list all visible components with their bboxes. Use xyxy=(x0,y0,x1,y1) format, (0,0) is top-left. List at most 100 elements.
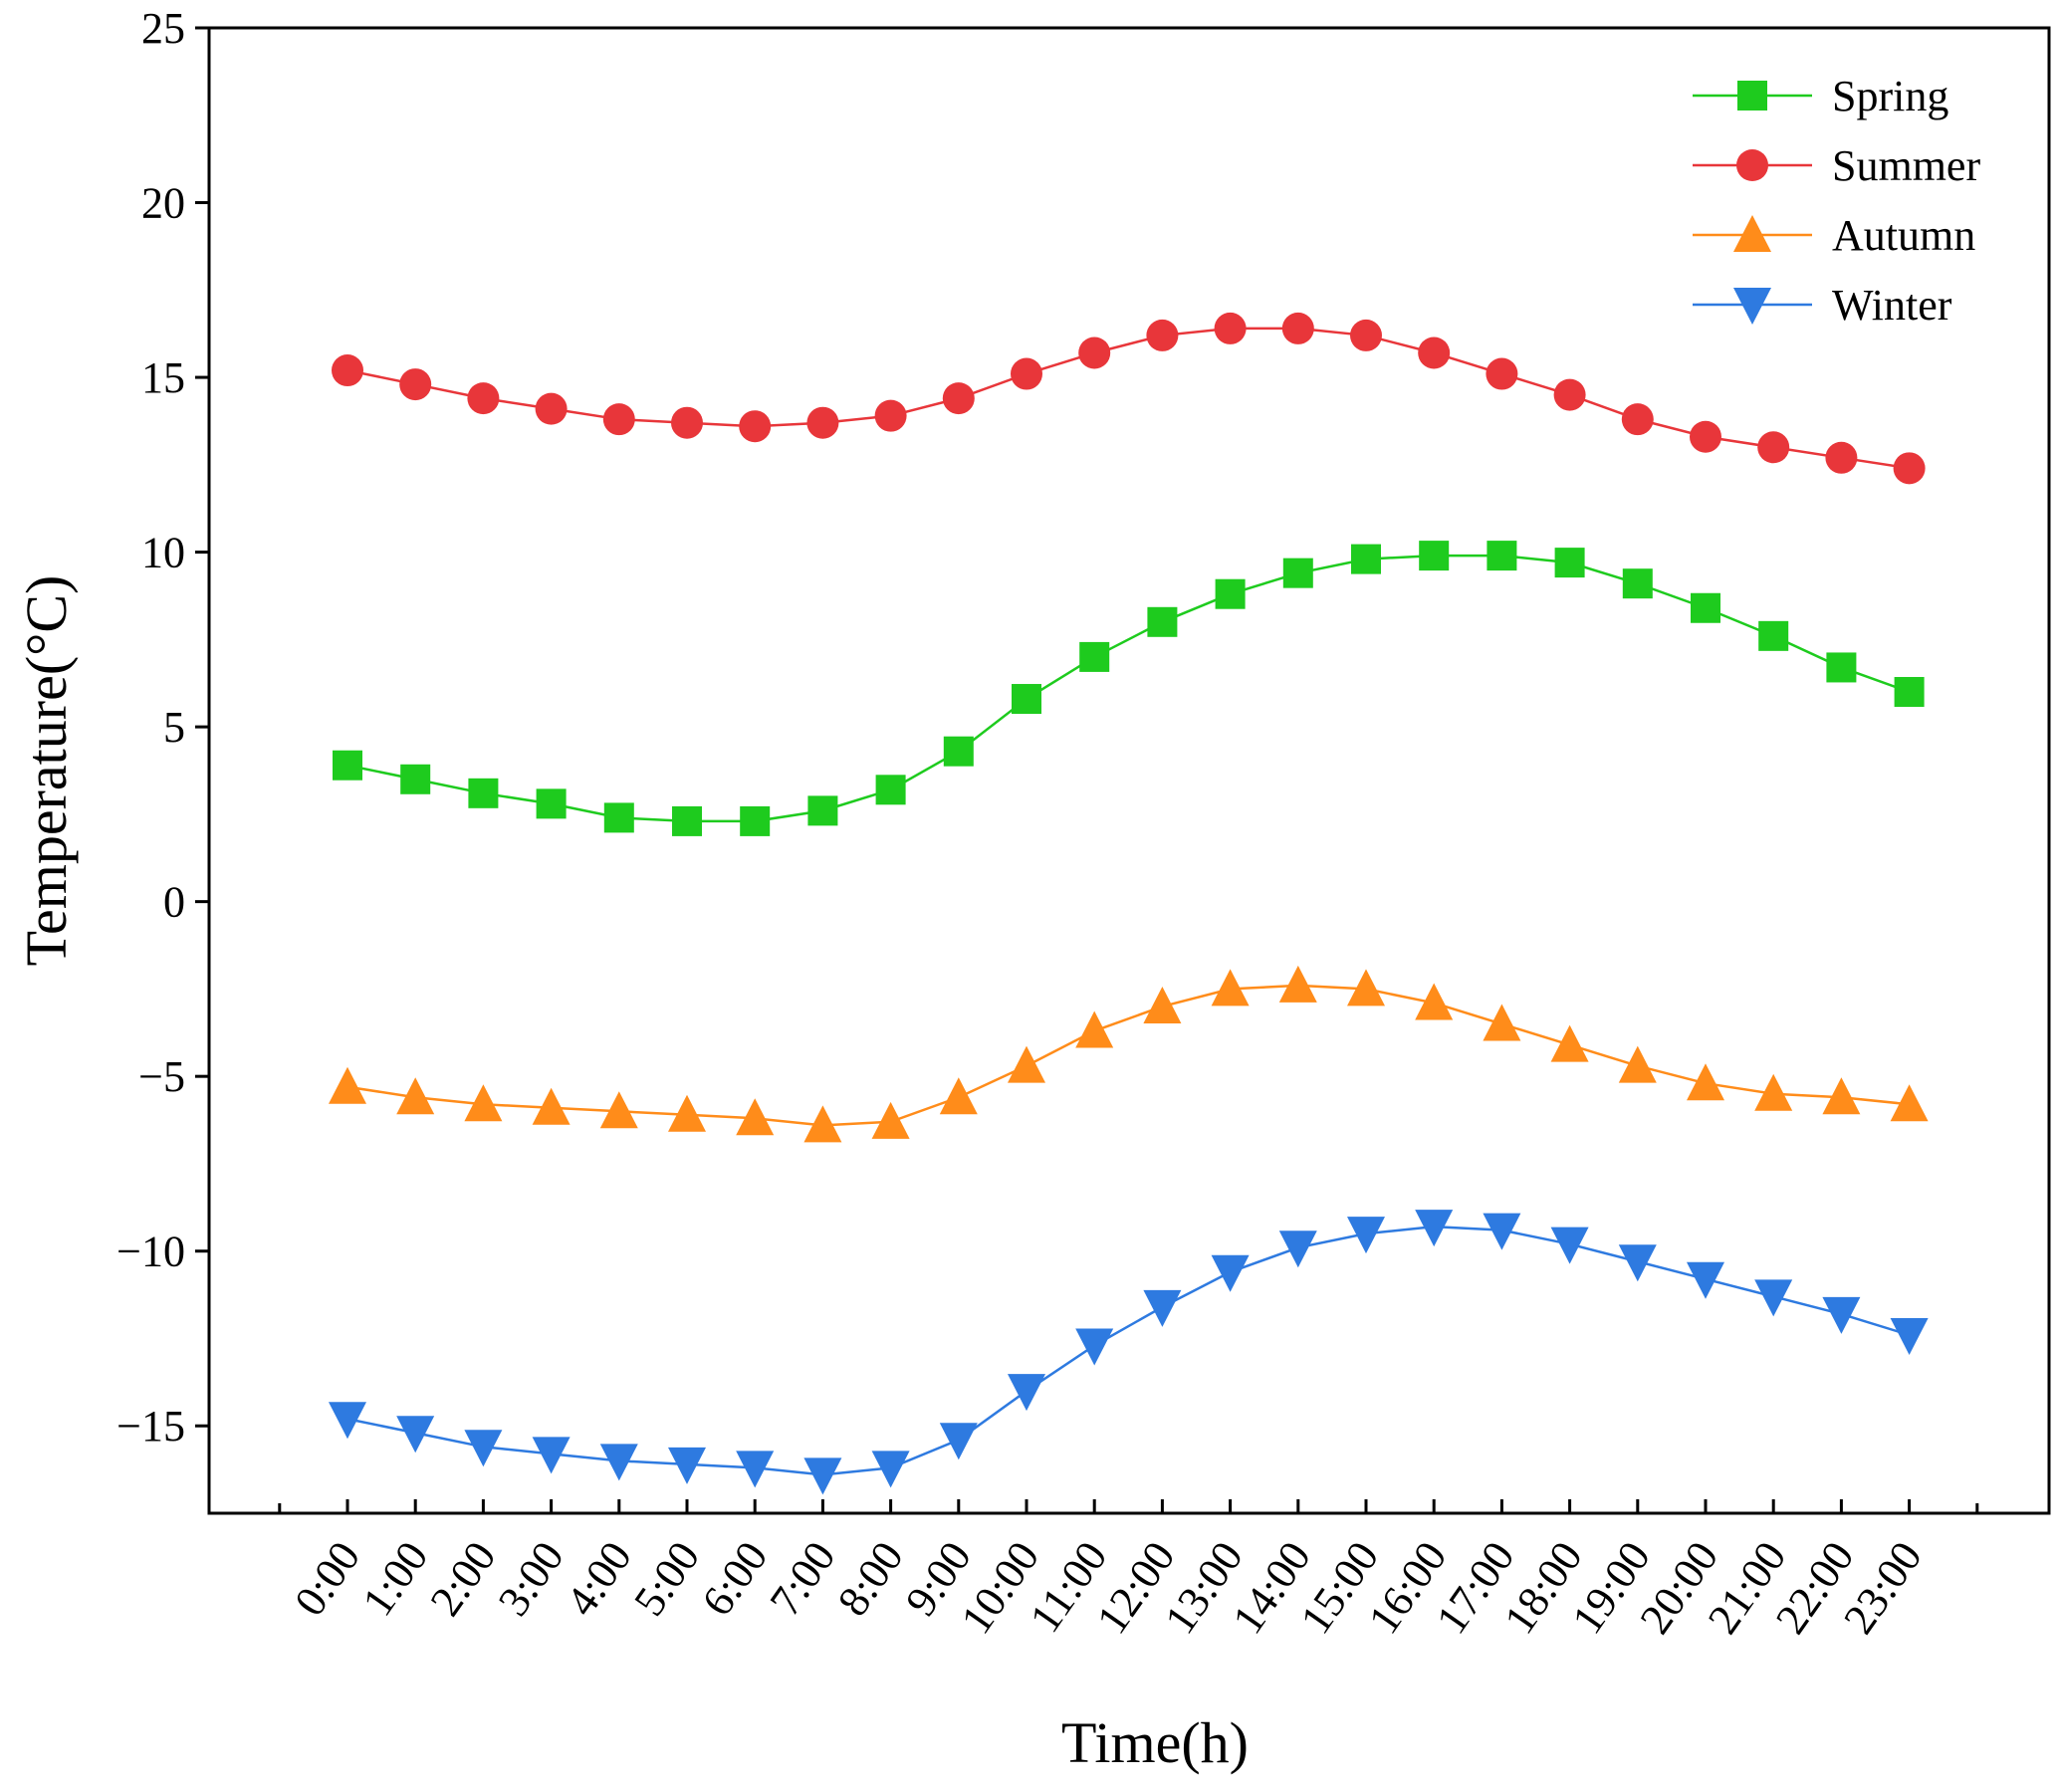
data-point-summer xyxy=(1893,452,1926,485)
x-tick-label: 7:00 xyxy=(761,1533,845,1625)
x-tick-label: 22:00 xyxy=(1766,1533,1864,1643)
x-tick-label: 10:00 xyxy=(952,1533,1049,1643)
x-tick-label: 23:00 xyxy=(1834,1533,1932,1643)
x-tick-label: 15:00 xyxy=(1291,1533,1389,1643)
x-tick-label: 21:00 xyxy=(1699,1533,1796,1643)
y-tick-label: −15 xyxy=(116,1402,185,1451)
data-point-spring xyxy=(1622,568,1653,599)
data-point-summer xyxy=(399,368,432,401)
data-point-winter xyxy=(396,1416,435,1454)
data-point-summer xyxy=(535,392,568,425)
data-point-summer xyxy=(806,406,839,439)
data-point-winter xyxy=(464,1430,503,1467)
series-line-summer xyxy=(346,327,1910,470)
x-tick-label: 0:00 xyxy=(285,1533,369,1625)
y-tick-label: −10 xyxy=(116,1228,185,1276)
data-point-autumn xyxy=(1211,969,1250,1007)
series-spring xyxy=(333,541,1925,836)
data-point-summer xyxy=(467,382,500,415)
data-point-winter xyxy=(668,1447,706,1484)
data-point-autumn xyxy=(1143,986,1182,1023)
data-point-winter xyxy=(1143,1289,1182,1327)
data-point-spring xyxy=(1487,541,1517,571)
data-point-autumn xyxy=(1415,983,1454,1020)
y-tick-label: −5 xyxy=(138,1052,185,1101)
data-point-autumn xyxy=(1822,1077,1861,1115)
data-point-summer xyxy=(1690,420,1721,453)
legend-item-winter: Winter xyxy=(1693,281,1952,330)
x-axis: 0:001:002:003:004:005:006:007:008:009:00… xyxy=(278,1499,1979,1643)
legend-label: Winter xyxy=(1832,281,1952,330)
x-tick-label: 18:00 xyxy=(1494,1533,1592,1643)
data-point-summer xyxy=(1011,357,1042,390)
data-point-summer xyxy=(942,382,975,415)
series-line-winter xyxy=(346,1225,1910,1476)
data-point-spring xyxy=(1894,677,1925,708)
data-point-spring xyxy=(1419,541,1450,571)
series-summer xyxy=(332,312,1926,485)
x-tick-label: 3:00 xyxy=(489,1533,573,1625)
data-point-winter xyxy=(1890,1317,1929,1355)
data-point-summer xyxy=(1078,336,1111,369)
y-tick-label: 0 xyxy=(163,878,185,927)
data-point-winter xyxy=(1347,1217,1385,1254)
data-point-winter xyxy=(532,1437,571,1474)
data-point-winter xyxy=(803,1457,842,1495)
data-point-autumn xyxy=(803,1105,842,1143)
series-autumn xyxy=(329,965,1929,1143)
data-point-winter xyxy=(329,1402,366,1440)
data-point-winter xyxy=(1415,1210,1454,1247)
series-line-autumn xyxy=(346,984,1910,1127)
data-point-winter xyxy=(1008,1374,1045,1412)
legend-marker xyxy=(1737,81,1767,111)
data-point-summer xyxy=(602,403,635,436)
x-tick-label: 16:00 xyxy=(1359,1533,1457,1643)
data-point-autumn xyxy=(329,1066,366,1104)
data-point-summer xyxy=(1757,431,1790,464)
data-point-spring xyxy=(1282,558,1313,588)
x-tick-label: 14:00 xyxy=(1223,1533,1320,1643)
data-point-winter xyxy=(1822,1296,1861,1334)
x-tick-label: 17:00 xyxy=(1427,1533,1524,1643)
legend-item-autumn: Autumn xyxy=(1693,211,1975,260)
legend-marker xyxy=(1733,215,1771,252)
data-point-summer xyxy=(332,354,363,387)
data-point-spring xyxy=(943,736,974,767)
data-point-autumn xyxy=(532,1087,571,1125)
plot-frame xyxy=(207,26,2051,1515)
series-line-spring xyxy=(346,554,1911,823)
data-point-spring xyxy=(1215,578,1246,609)
x-tick-label: 2:00 xyxy=(421,1533,506,1625)
data-point-spring xyxy=(1826,652,1857,683)
data-point-winter xyxy=(1075,1328,1114,1366)
data-point-autumn xyxy=(1754,1073,1793,1111)
data-point-winter xyxy=(1483,1213,1521,1250)
series-winter xyxy=(329,1210,1929,1495)
data-point-autumn xyxy=(1483,1004,1521,1041)
data-point-autumn xyxy=(1278,965,1317,1003)
data-point-spring xyxy=(400,764,431,794)
data-point-autumn xyxy=(1890,1084,1929,1122)
data-point-spring xyxy=(1554,548,1585,578)
y-tick-label: 10 xyxy=(141,529,185,577)
data-point-summer xyxy=(874,399,907,432)
x-tick-label: 13:00 xyxy=(1155,1533,1253,1643)
data-point-summer xyxy=(1350,319,1382,351)
data-point-winter xyxy=(871,1451,910,1488)
x-tick-label: 19:00 xyxy=(1562,1533,1660,1643)
x-tick-label: 8:00 xyxy=(828,1533,913,1625)
data-point-autumn xyxy=(871,1101,910,1139)
data-point-autumn xyxy=(1075,1010,1114,1048)
data-point-spring xyxy=(333,750,362,781)
data-point-autumn xyxy=(1347,969,1385,1007)
data-point-summer xyxy=(1621,403,1654,436)
legend-label: Autumn xyxy=(1832,211,1975,260)
data-point-winter xyxy=(1550,1227,1589,1264)
data-point-summer xyxy=(1214,312,1247,344)
data-point-autumn xyxy=(1008,1045,1045,1083)
data-point-winter xyxy=(1278,1231,1317,1268)
data-point-spring xyxy=(1079,641,1110,672)
y-tick-label: 15 xyxy=(141,353,185,402)
x-tick-label: 20:00 xyxy=(1631,1533,1728,1643)
x-tick-label: 4:00 xyxy=(557,1533,641,1625)
